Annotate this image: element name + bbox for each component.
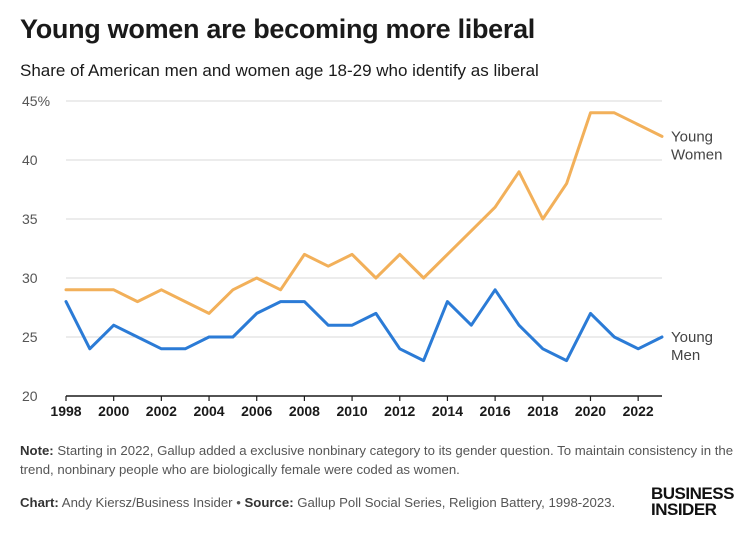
series-label: Women [671, 146, 722, 163]
x-tick-label: 2006 [241, 403, 272, 419]
y-tick-label: 35 [22, 211, 38, 227]
x-tick-label: 2008 [289, 403, 320, 419]
chart-note: Note: Starting in 2022, Gallup added a e… [20, 441, 735, 479]
series-label: Young [671, 128, 713, 145]
x-tick-label: 2002 [146, 403, 177, 419]
chart-title: Young women are becoming more liberal [20, 14, 536, 44]
series-line-young-women [64, 111, 664, 315]
y-tick-label: 30 [22, 270, 38, 286]
y-tick-label: 20 [22, 388, 38, 404]
x-tick-label: 2004 [193, 403, 224, 419]
line-chart: 20 25 30 35 40 45% 1998 2000 2002 2004 2006 2008 201… [22, 93, 722, 419]
x-tick-label: 2018 [527, 403, 558, 419]
business-insider-logo: BUSINESS INSIDER [651, 484, 734, 519]
series-label: Men [671, 347, 700, 364]
y-tick-label: 45% [22, 93, 50, 109]
credit-source-text: Gallup Poll Social Series, Religion Batt… [293, 495, 616, 510]
x-tick-label: 2016 [480, 403, 511, 419]
chart-subtitle: Share of American men and women age 18-2… [20, 61, 539, 80]
x-tick-label: 2012 [384, 403, 415, 419]
note-label: Note: [20, 443, 54, 458]
x-tick-label: 2010 [337, 403, 368, 419]
x-tick-label: 1998 [50, 403, 81, 419]
logo-line-2: INSIDER [651, 500, 717, 519]
x-tick-label: 2000 [98, 403, 129, 419]
note-text: Starting in 2022, Gallup added a exclusi… [20, 443, 734, 477]
x-tick-label: 2020 [575, 403, 606, 419]
credit-chart-text: Andy Kiersz/Business Insider [58, 495, 233, 510]
chart-credit: Chart: Andy Kiersz/Business Insider • So… [20, 495, 615, 510]
y-tick-label: 25 [22, 329, 38, 345]
credit-separator: • [232, 495, 245, 510]
series-label: Young [671, 329, 713, 346]
logo-line-1: BUSINESS [651, 484, 734, 503]
x-tick-label: 2022 [623, 403, 654, 419]
credit-chart-label: Chart: [20, 495, 59, 510]
x-tick-label: 2014 [432, 403, 463, 419]
series-line-young-men [64, 288, 664, 363]
credit-source-label: Source: [244, 495, 294, 510]
y-tick-label: 40 [22, 152, 38, 168]
